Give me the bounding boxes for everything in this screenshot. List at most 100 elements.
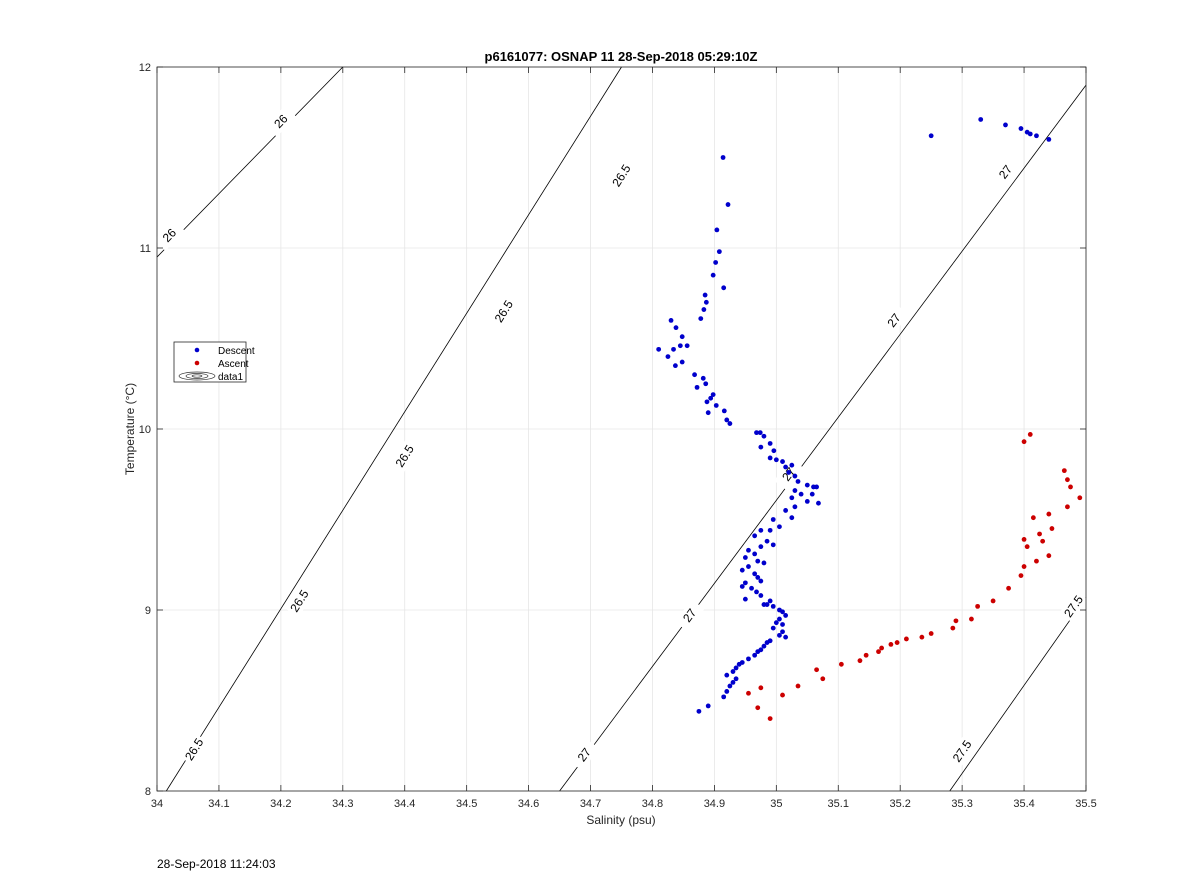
ascent-point <box>876 649 881 655</box>
descent-point <box>758 578 764 584</box>
descent-point <box>755 558 761 564</box>
descent-point <box>746 564 751 569</box>
x-tick-label: 35 <box>770 798 782 810</box>
ascent-point <box>863 652 869 658</box>
ascent-point <box>1077 495 1083 501</box>
descent-point <box>656 346 662 352</box>
descent-point <box>677 343 683 349</box>
descent-point <box>752 551 758 557</box>
x-tick-label: 35.2 <box>889 798 910 810</box>
descent-point <box>783 508 789 513</box>
ascent-point <box>758 685 764 691</box>
contour-label-bg <box>990 155 1021 188</box>
descent-point <box>758 593 764 598</box>
contour-label-bg <box>1059 590 1089 623</box>
descent-point <box>783 634 789 640</box>
x-tick-label: 34.6 <box>518 798 539 810</box>
ascent-point <box>919 634 925 640</box>
descent-point <box>786 470 792 475</box>
descent-point <box>703 299 709 305</box>
contour-label-bg <box>674 599 705 632</box>
descent-point <box>754 589 759 595</box>
descent-point <box>1018 126 1024 131</box>
descent-point <box>761 643 767 649</box>
y-tick-label: 8 <box>145 786 151 798</box>
descent-point <box>1034 133 1039 139</box>
descent-point <box>780 609 785 615</box>
ascent-point <box>969 616 974 622</box>
ascent-point <box>903 636 909 642</box>
ascent-point <box>1037 531 1042 537</box>
descent-point <box>770 542 776 548</box>
contour-label-bg <box>390 440 419 473</box>
descent-point <box>727 683 733 689</box>
ascent-point <box>838 661 844 667</box>
ascent-point <box>1024 544 1030 550</box>
ascent-point <box>1027 432 1033 437</box>
descent-point <box>755 575 761 580</box>
descent-point <box>777 524 782 530</box>
contour-label: 26.5 <box>607 159 636 192</box>
descent-point <box>777 616 782 622</box>
descent-point <box>758 527 764 533</box>
descent-point <box>764 640 770 645</box>
ascent-point <box>879 645 885 651</box>
ascent-point <box>888 641 894 647</box>
descent-point <box>710 272 716 278</box>
descent-point <box>720 155 726 160</box>
x-tick-label: 34.2 <box>270 798 291 810</box>
ascent-point <box>755 705 761 711</box>
descent-point <box>754 430 759 436</box>
descent-point <box>736 661 742 667</box>
contour-line <box>559 84 1087 792</box>
descent-point <box>673 325 679 331</box>
x-tick-label: 35.1 <box>828 798 849 810</box>
contour-label-bg <box>607 159 636 192</box>
descent-point <box>724 689 730 694</box>
descent-point <box>705 410 711 416</box>
ticks: 34 34.1 34.2 34.3 34.4 34.5 34.6 34.7 34.8 34.9 35… <box>139 62 1097 810</box>
ascent-point <box>820 676 826 682</box>
descent-point <box>714 227 720 233</box>
ascent-point <box>780 692 785 698</box>
descent-point <box>724 672 730 678</box>
legend-marker-ascent <box>194 360 200 366</box>
descent-point <box>710 392 716 398</box>
descent-point <box>773 457 779 463</box>
descent-point <box>713 260 719 265</box>
x-tick-label: 35.4 <box>1013 798 1034 810</box>
descent-point <box>792 504 798 510</box>
contour-label: 26 <box>153 219 185 251</box>
contour-line <box>165 66 622 792</box>
descent-point <box>705 703 711 709</box>
descent-point <box>704 399 710 405</box>
descent-point <box>792 488 798 493</box>
descent-point <box>703 381 709 387</box>
legend: Descent Ascent data1 <box>173 341 255 383</box>
descent-point <box>1003 122 1008 128</box>
descent-point <box>721 408 727 414</box>
legend-marker-descent <box>194 347 200 353</box>
y-axis-label: Temperature (°C) <box>123 383 137 475</box>
contour-label: 27 <box>990 155 1021 188</box>
descent-point <box>780 459 785 464</box>
ascent-point <box>1021 564 1027 569</box>
descent-point <box>752 652 758 658</box>
x-tick-label: 34.5 <box>456 798 477 810</box>
descent-point <box>739 584 745 589</box>
ascent-point <box>1065 477 1070 483</box>
descent-point <box>780 622 785 627</box>
data-points <box>656 117 1083 721</box>
descent-point <box>758 544 764 550</box>
contour-label: 27.5 <box>947 735 977 768</box>
ascent-point <box>1030 515 1036 521</box>
descent-point <box>742 580 748 586</box>
contour-label-bg <box>265 105 297 137</box>
contour-label-bg <box>179 733 209 766</box>
y-tick-label: 11 <box>140 243 151 255</box>
descent-point <box>770 625 776 631</box>
descent-point <box>727 421 733 426</box>
contour-label-bg <box>569 738 600 771</box>
contour-label: 26 <box>265 105 297 137</box>
